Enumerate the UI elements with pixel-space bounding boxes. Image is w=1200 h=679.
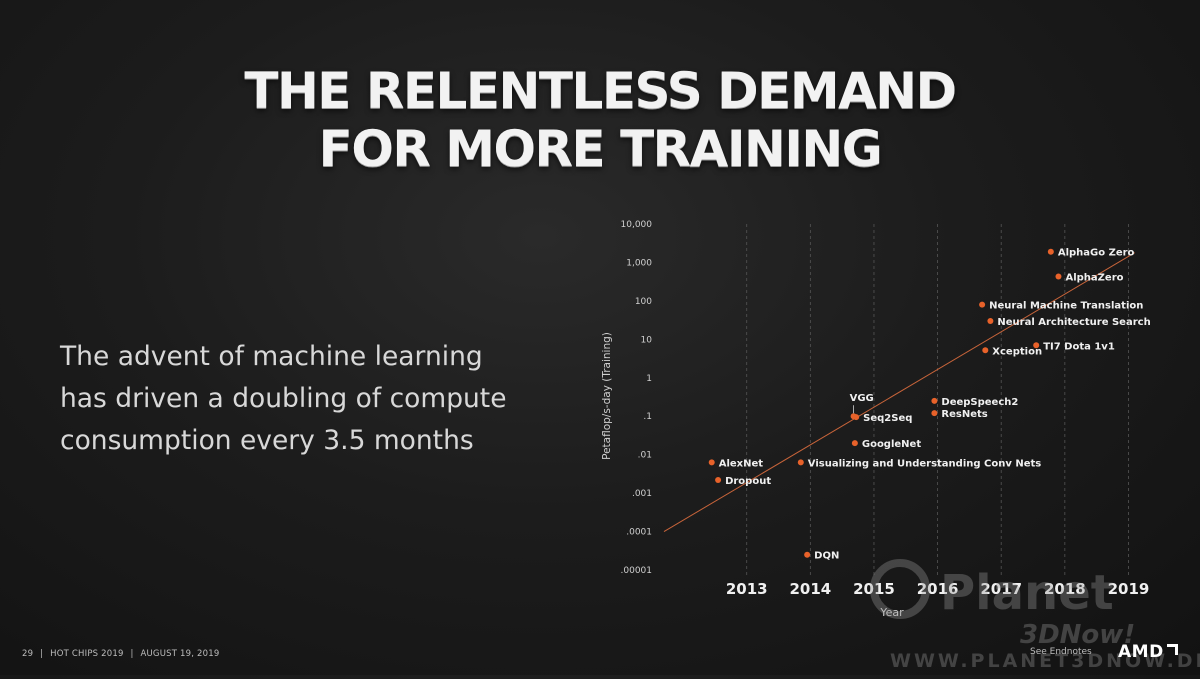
amd-logo: AMD xyxy=(1118,642,1178,662)
data-point xyxy=(1033,342,1040,349)
data-point-label: Neural Architecture Search xyxy=(997,317,1150,328)
x-tick-label: 2017 xyxy=(980,580,1022,598)
data-point xyxy=(931,397,938,404)
data-point-label: Xception xyxy=(992,346,1042,357)
data-point-label: TI7 Dota 1v1 xyxy=(1043,341,1115,352)
body-line-2: has driven a doubling of compute xyxy=(60,383,507,414)
data-point-label: VGG xyxy=(850,393,874,404)
data-point-label: AlexNet xyxy=(719,458,764,469)
x-tick-label: 2013 xyxy=(726,580,768,598)
x-tick-label: 2016 xyxy=(917,580,959,598)
planet-ring-icon xyxy=(870,559,930,619)
y-tick-label: 1 xyxy=(646,374,652,384)
x-tick-label: 2015 xyxy=(853,580,895,598)
x-axis-label: Year xyxy=(879,606,904,619)
watermark-url: WWW.PLANET3DNOW.DE xyxy=(890,650,1200,672)
watermark-graphic: Planet 3DNow! WWW.PLANET3DNOW.DE xyxy=(870,559,1200,672)
y-tick-label: 10 xyxy=(641,335,653,345)
data-point-label: DeepSpeech2 xyxy=(941,397,1018,408)
data-point xyxy=(931,410,938,417)
trend-line xyxy=(663,252,1136,532)
title-line-2: FOR MORE TRAINING xyxy=(318,120,883,178)
x-tick-label: 2019 xyxy=(1108,580,1150,598)
endnotes-label: See Endnotes xyxy=(1030,647,1092,657)
data-point xyxy=(982,347,989,354)
footer-date: AUGUST 19, 2019 xyxy=(140,649,220,659)
y-tick-label: 100 xyxy=(635,297,652,307)
y-tick-label: .00001 xyxy=(621,566,653,576)
y-tick-label: .0001 xyxy=(626,528,652,538)
y-tick-label: .001 xyxy=(632,489,652,499)
data-point-label: AlphaGo Zero xyxy=(1058,248,1135,259)
chart-grid xyxy=(746,224,1129,576)
amd-arrow-icon xyxy=(1166,644,1178,655)
planet3dnow-watermark: Planet 3DNow! WWW.PLANET3DNOW.DE xyxy=(860,545,1200,679)
data-points: AlexNet Dropout DQN Visualizing and Underst… xyxy=(708,248,1151,562)
amd-logo-text: AMD xyxy=(1118,642,1164,662)
body-line-3: consumption every 3.5 months xyxy=(60,425,474,456)
watermark-name-line-2: 3DNow! xyxy=(1020,620,1135,650)
data-point xyxy=(797,459,804,466)
body-line-1: The advent of machine learning xyxy=(60,341,483,372)
y-axis-label: Petaflop/s-day (Training) xyxy=(601,332,613,460)
data-point-label: DQN xyxy=(814,551,839,562)
title-line-1: THE RELENTLESS DEMAND xyxy=(244,62,957,120)
data-point xyxy=(708,459,715,466)
data-point-label: Dropout xyxy=(725,476,771,487)
data-point-label: ResNets xyxy=(941,409,987,420)
data-point xyxy=(851,440,858,447)
watermark-name-line-1: Planet xyxy=(940,565,1114,621)
data-point-label: Neural Machine Translation xyxy=(989,301,1143,312)
footer-separator-1: | xyxy=(40,649,44,659)
data-point xyxy=(979,301,986,308)
chart-axes: 2013 2014 2015 2016 2017 2018 2019 .00001 .0001.… xyxy=(621,220,1150,598)
trend-line-group xyxy=(663,252,1136,532)
data-point-label: Visualizing and Understanding Conv Nets xyxy=(808,458,1041,469)
data-point-label: GoogleNet xyxy=(862,439,921,450)
slide-title: THE RELENTLESS DEMAND FOR MORE TRAINING xyxy=(0,62,1200,178)
y-tick-label: 1,000 xyxy=(626,258,652,268)
body-text: The advent of machine learning has drive… xyxy=(60,336,560,462)
data-point xyxy=(804,551,811,558)
footer-event: HOT CHIPS 2019 xyxy=(50,649,124,659)
data-point-label: AlphaZero xyxy=(1065,273,1123,284)
data-point-label: Seq2Seq xyxy=(863,413,912,424)
page-number: 29 xyxy=(22,649,34,659)
y-tick-label: .01 xyxy=(638,451,652,461)
data-point xyxy=(715,476,722,483)
data-point xyxy=(1047,248,1054,255)
data-point xyxy=(853,414,860,421)
slide-footer: 29 | HOT CHIPS 2019 | AUGUST 19, 2019 xyxy=(22,649,223,659)
y-tick-label: .1 xyxy=(643,412,652,422)
y-tick-label: 10,000 xyxy=(621,220,653,230)
data-point xyxy=(1055,273,1062,280)
x-tick-label: 2018 xyxy=(1044,580,1086,598)
footer-separator-2: | xyxy=(130,649,134,659)
x-tick-label: 2014 xyxy=(789,580,831,598)
data-point xyxy=(987,317,994,324)
